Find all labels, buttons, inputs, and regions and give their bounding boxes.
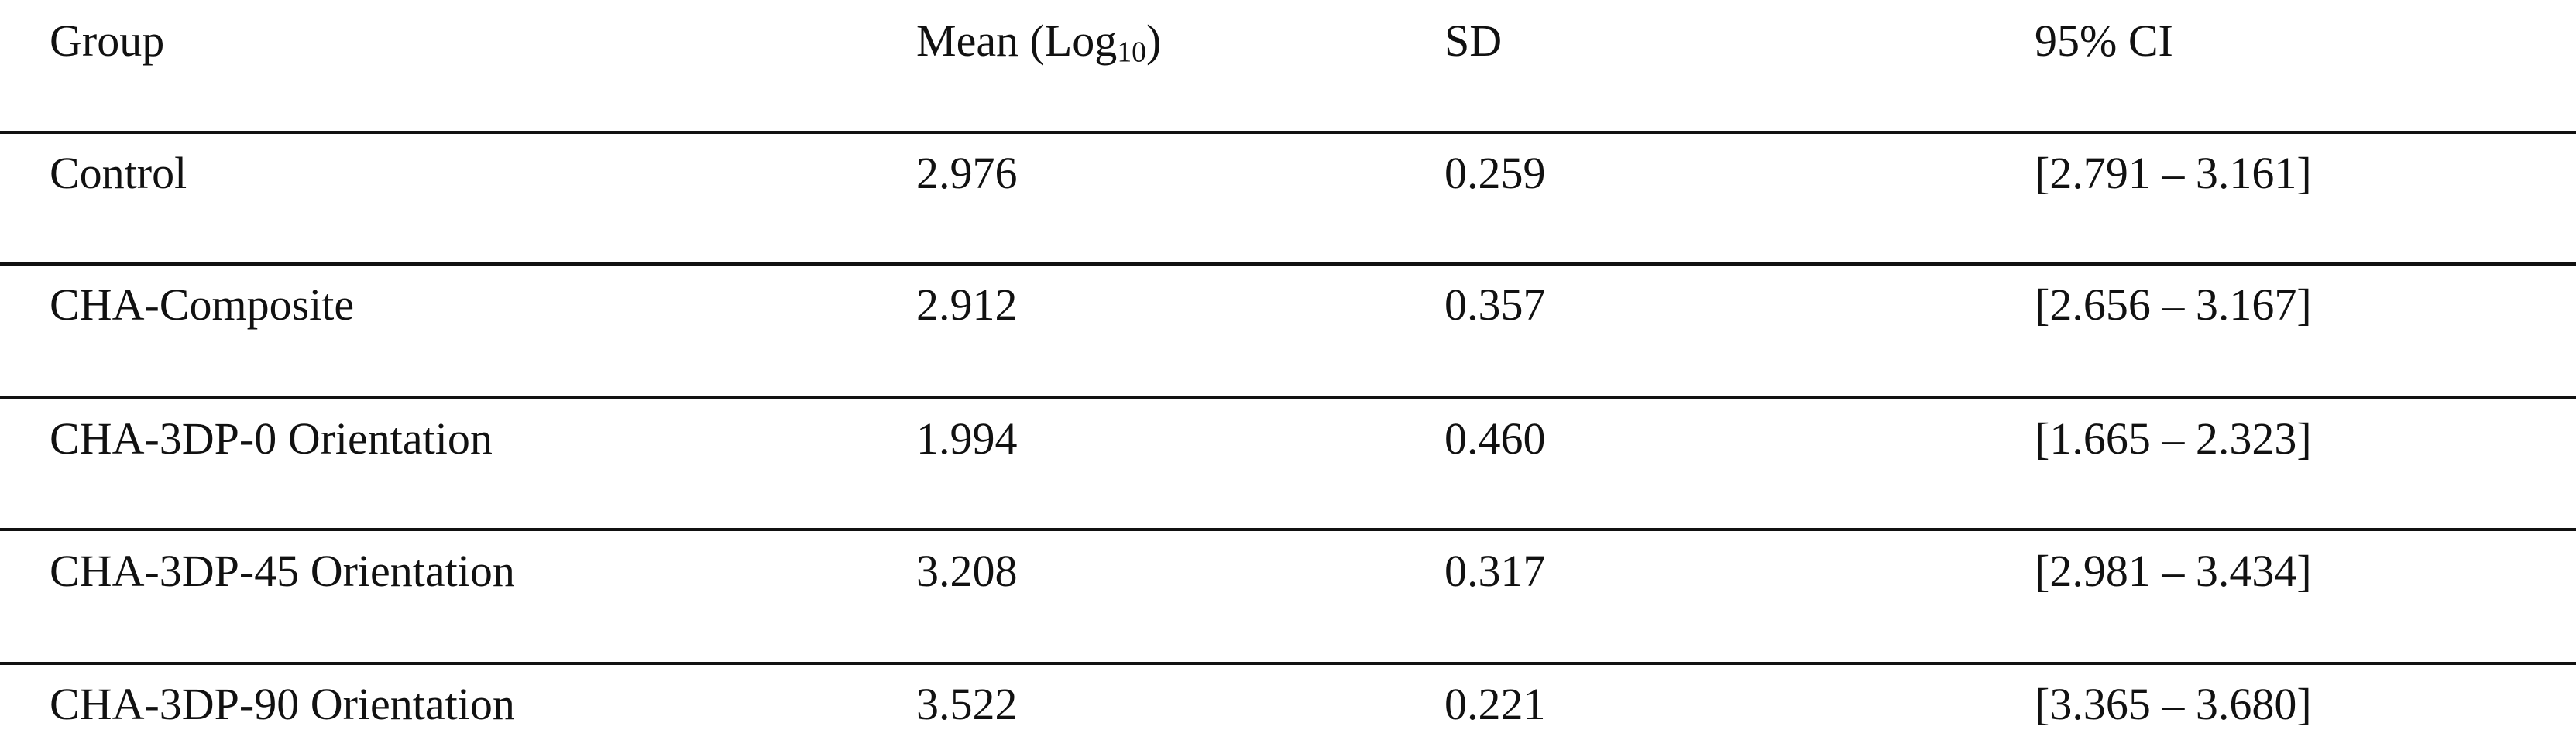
header-text: Mean (Log — [916, 15, 1118, 66]
value-cell: 0.317 — [1444, 546, 1546, 596]
value-cell: [2.791 – 3.161] — [2035, 148, 2312, 198]
group-cell: CHA-3DP-45 Orientation — [50, 546, 515, 596]
value-cell: 0.259 — [1444, 148, 1546, 198]
value-cell: 3.522 — [916, 679, 1018, 729]
header-cell: SD — [1444, 15, 1503, 66]
value-cell: [2.656 – 3.167] — [2035, 279, 2312, 330]
value-cell: 1.994 — [916, 413, 1018, 464]
row-rule — [0, 131, 2576, 134]
header-text: ) — [1146, 15, 1162, 66]
row-rule — [0, 662, 2576, 665]
group-cell: Control — [50, 148, 187, 198]
group-cell: CHA-3DP-90 Orientation — [50, 679, 515, 729]
value-cell: 0.357 — [1444, 279, 1546, 330]
row-rule — [0, 396, 2576, 399]
header-cell: Mean (Log10) — [916, 19, 1161, 67]
value-cell: [3.365 – 3.680] — [2035, 679, 2312, 729]
row-rule — [0, 262, 2576, 266]
value-cell: [2.981 – 3.434] — [2035, 546, 2312, 596]
header-subscript: 10 — [1117, 36, 1146, 69]
row-rule — [0, 528, 2576, 531]
group-cell: CHA-3DP-0 Orientation — [50, 413, 493, 464]
value-cell: 2.912 — [916, 279, 1018, 330]
value-cell: 0.460 — [1444, 413, 1546, 464]
value-cell: 3.208 — [916, 546, 1018, 596]
value-cell: 2.976 — [916, 148, 1018, 198]
group-cell: CHA-Composite — [50, 279, 355, 330]
value-cell: [1.665 – 2.323] — [2035, 413, 2312, 464]
header-cell: 95% CI — [2035, 15, 2173, 66]
header-cell: Group — [50, 15, 165, 66]
value-cell: 0.221 — [1444, 679, 1546, 729]
